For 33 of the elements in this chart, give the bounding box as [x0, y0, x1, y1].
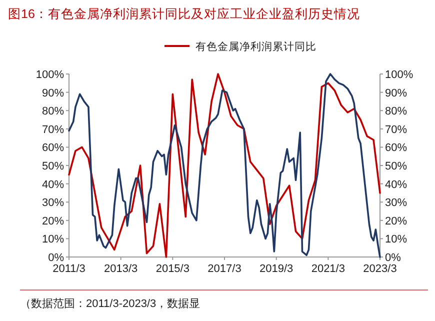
y2-tick-label: 30%: [385, 197, 408, 210]
x-tick-label: 2023/3: [363, 263, 397, 275]
y2-tick-label: 100%: [385, 69, 414, 81]
x-tick-label: 2019/3: [260, 263, 294, 275]
y-tick-label: 50%: [42, 160, 64, 172]
x-tick-label: 2017/3: [208, 263, 242, 275]
y-tick-label: 0%: [48, 252, 64, 264]
y2-tick-label: 50%: [385, 160, 408, 172]
y-tick-label: 30%: [42, 197, 64, 210]
y-tick-label: 70%: [42, 124, 64, 136]
y-tick-label: 40%: [42, 178, 64, 191]
line-series: [68, 73, 381, 258]
x-tick-label: 2021/3: [311, 263, 345, 275]
x-tick-label: 2013/3: [104, 263, 138, 275]
y-tick-label: 20%: [42, 215, 64, 228]
legend-label: 有色金属净利润累计同比: [196, 40, 316, 53]
y-tick-label: 60%: [42, 142, 64, 154]
x-tick-label: 2011/3: [52, 263, 86, 275]
y2-tick-label: 20%: [385, 215, 408, 228]
y-tick-label: 100%: [36, 69, 64, 81]
y2-tick-label: 10%: [385, 234, 408, 246]
y-tick-label: 10%: [42, 234, 64, 246]
y2-tick-label: 40%: [385, 178, 408, 191]
text: （数据范围：2011/3-2023/3，数据显: [20, 297, 200, 310]
y2-tick-label: 60%: [385, 142, 408, 154]
y2-tick-label: 80%: [385, 106, 408, 118]
y2-tick-label: 90%: [385, 87, 408, 100]
x-tick-label: 2015/3: [156, 263, 190, 275]
y2-tick-label: 70%: [385, 124, 408, 136]
y2-tick-label: 0%: [385, 252, 402, 264]
y-tick-label: 80%: [42, 106, 64, 118]
y-tick-label: 90%: [42, 87, 64, 100]
chart-title: 图16：有色金属净利润累计同比及对应工业企业盈利历史情况: [8, 6, 360, 21]
